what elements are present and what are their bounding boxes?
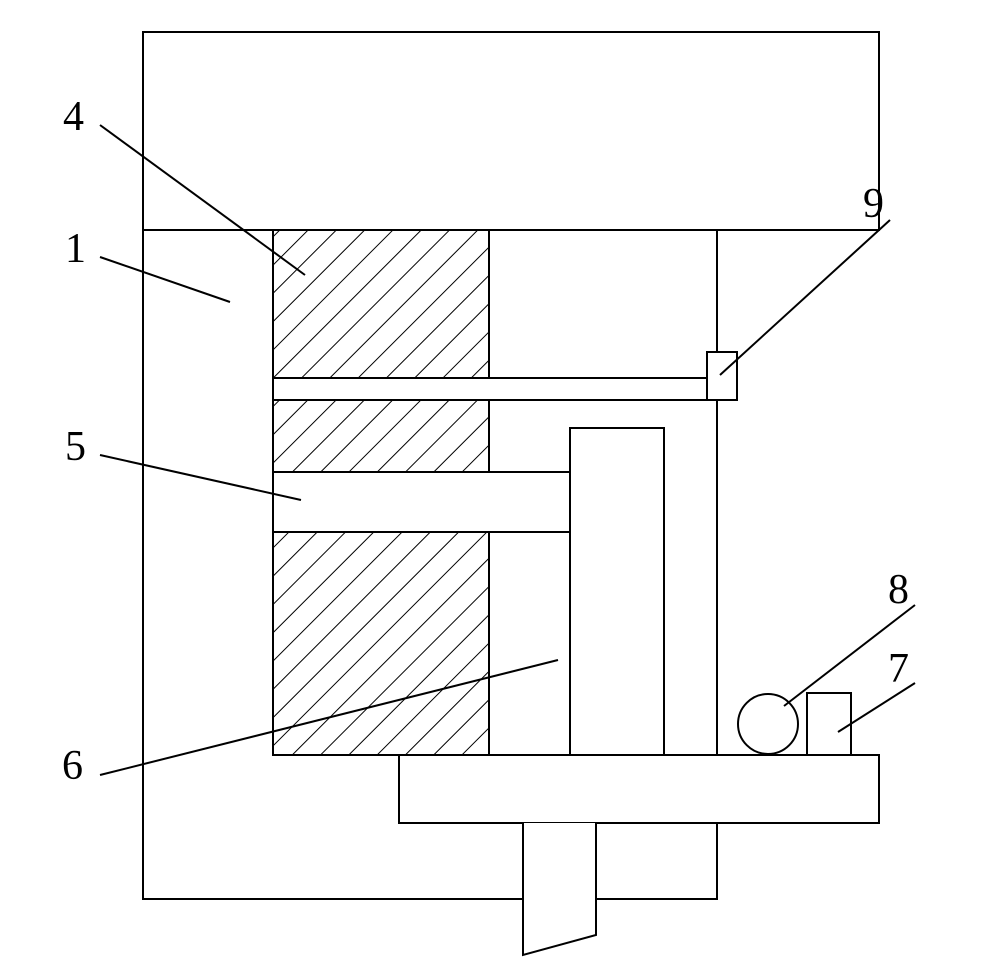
hook-end xyxy=(707,352,737,400)
lower-stem xyxy=(523,823,596,955)
leader-5 xyxy=(100,455,301,500)
wide-channel-fill xyxy=(273,472,574,532)
base-plate xyxy=(399,755,879,823)
narrow-channel-fill xyxy=(273,378,707,400)
leader-1 xyxy=(100,257,230,302)
label-7: 7 xyxy=(888,645,909,693)
label-1: 1 xyxy=(65,225,86,273)
label-4: 4 xyxy=(63,93,84,141)
label-9: 9 xyxy=(863,180,884,228)
top-bar xyxy=(143,32,879,230)
right-vertical-block xyxy=(570,428,664,755)
label-8: 8 xyxy=(888,566,909,614)
leader-9 xyxy=(720,220,890,375)
label-5: 5 xyxy=(65,423,86,471)
small-block-7 xyxy=(807,693,851,755)
label-6: 6 xyxy=(62,742,83,790)
technical-diagram xyxy=(0,0,1000,967)
